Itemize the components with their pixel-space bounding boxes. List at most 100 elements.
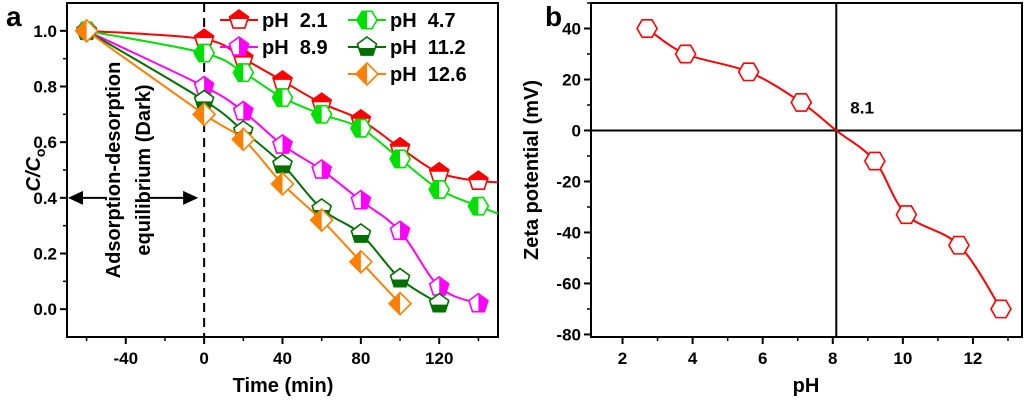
y-label-sub: o <box>32 148 48 157</box>
data-point-outline <box>990 299 1012 319</box>
legend-marker-fill <box>229 10 249 19</box>
x-tick-label-a: -40 <box>113 349 138 368</box>
data-point-outline <box>895 205 918 225</box>
data-point-fill <box>310 209 322 232</box>
data-point <box>310 104 333 124</box>
y-tick-label-a: 0.6 <box>33 133 57 152</box>
data-point <box>467 292 489 313</box>
legend-label: pH 12.6 <box>390 64 467 86</box>
x-tick-label-b: 8 <box>828 349 837 368</box>
data-point <box>387 291 413 316</box>
data-point-fill <box>391 279 409 287</box>
x-tick-label-b: 4 <box>688 349 698 368</box>
y-tick-label-b: -40 <box>556 223 581 242</box>
x-tick-label-a: 0 <box>199 349 208 368</box>
legend-marker-fill <box>357 11 367 29</box>
data-point-outline <box>790 92 813 112</box>
data-point <box>272 133 293 154</box>
legend-marker <box>228 9 250 29</box>
data-point <box>74 18 99 43</box>
arrow-right-icon <box>183 190 199 205</box>
arrow-left-icon <box>68 190 83 205</box>
series-pH-8.9 <box>76 19 489 313</box>
legend-item: pH 4.7 <box>348 10 456 32</box>
data-point <box>389 149 411 169</box>
data-point-fill <box>321 160 332 179</box>
data-point-fill <box>349 250 361 273</box>
data-point <box>193 43 216 63</box>
data-point-outline <box>636 19 658 38</box>
y-tick-label-b: -80 <box>556 325 581 344</box>
data-point <box>737 62 760 82</box>
data-point <box>389 220 411 241</box>
y-tick-label-a: 0.2 <box>33 245 57 264</box>
legend-item: pH 8.9 <box>220 36 328 59</box>
y-label-main: C/C <box>23 157 45 192</box>
y-tick-label-b: 20 <box>562 70 581 89</box>
data-point-fill <box>194 29 214 39</box>
legend-label: pH 2.1 <box>262 10 328 32</box>
y-axis-label-b: Zeta potential (mV) <box>521 80 543 260</box>
data-point-outline <box>948 235 970 255</box>
legend-item: pH 12.6 <box>348 61 467 87</box>
data-point-fill <box>352 235 370 243</box>
y-tick-label-a: 0.4 <box>33 189 57 208</box>
data-point <box>270 171 295 197</box>
data-point <box>428 180 451 199</box>
x-tick-label-a: 80 <box>351 349 370 368</box>
series-line <box>646 27 1002 310</box>
panel-label-b: b <box>545 1 562 32</box>
data-point <box>990 299 1012 319</box>
data-point <box>895 205 918 225</box>
data-point-outline <box>674 44 697 64</box>
y-tick-label-a: 0.0 <box>33 300 57 319</box>
data-point <box>348 249 373 274</box>
data-point-outline <box>863 151 886 171</box>
panel-a: a Time (min) C/Co Adsorption-desorption … <box>6 1 499 397</box>
data-point-fill <box>468 171 488 181</box>
data-point <box>389 267 411 288</box>
data-point <box>193 28 215 49</box>
svg-text:C/Co: C/Co <box>23 148 48 191</box>
legend-item: pH 11.2 <box>348 36 466 59</box>
series-pH-12.6 <box>74 18 413 316</box>
data-point-fill <box>400 221 410 240</box>
data-point <box>232 100 254 121</box>
data-point-fill <box>389 292 401 315</box>
legend-marker-fill <box>356 63 367 85</box>
data-point-fill <box>312 93 332 103</box>
y-tick-label-b: -20 <box>556 172 581 191</box>
x-tick-label-b: 10 <box>893 349 912 368</box>
data-point <box>674 44 697 64</box>
x-tick-label-a: 120 <box>425 349 453 368</box>
data-point-fill <box>232 128 244 151</box>
data-point-fill <box>272 70 293 80</box>
data-point-fill <box>282 134 293 154</box>
data-point <box>192 102 217 127</box>
data-point <box>790 92 813 112</box>
data-point-fill <box>351 109 371 119</box>
x-axis-label-a: Time (min) <box>233 375 334 397</box>
annotation-dark: Adsorption-desorption equilibrium (Dark) <box>103 62 155 279</box>
data-point-fill <box>390 137 410 147</box>
data-point <box>350 223 372 243</box>
x-axis-label-b: pH <box>793 375 820 397</box>
legend-label: pH 4.7 <box>390 10 456 32</box>
legend-marker <box>356 36 378 56</box>
legend-marker <box>356 10 378 30</box>
y-tick-label-b: 40 <box>562 19 581 38</box>
legend-marker-fill <box>239 37 249 56</box>
data-point <box>428 275 450 296</box>
panel-b: b pH Zeta potential (mV) 2 4 6 8 10 12 -80 -60 -… <box>521 1 1023 397</box>
legend-label: pH 11.2 <box>390 37 466 59</box>
series-pH-4.7 <box>75 21 499 216</box>
data-point-fill <box>193 103 205 126</box>
data-point <box>467 170 489 191</box>
annotation-pzc: 8.1 <box>850 98 874 117</box>
x-tick-label-b: 6 <box>758 349 767 368</box>
data-point <box>948 235 970 255</box>
data-point <box>349 118 372 138</box>
data-point-outline <box>737 62 760 82</box>
data-point <box>271 88 294 108</box>
